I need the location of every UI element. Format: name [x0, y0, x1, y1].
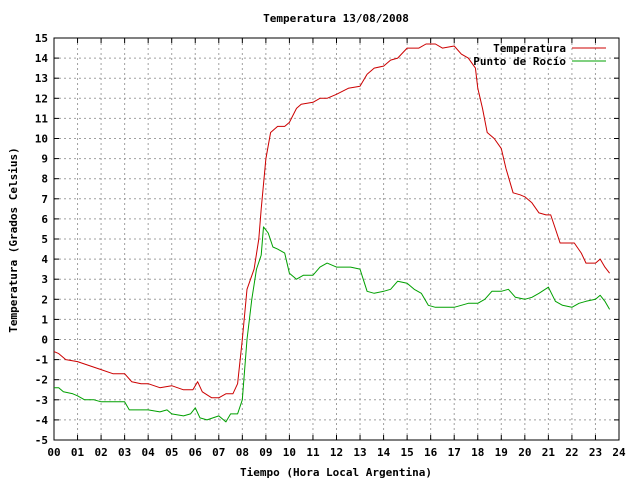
x-tick-label: 23	[589, 446, 602, 459]
y-tick-label: -1	[35, 354, 49, 367]
x-tick-label: 12	[330, 446, 343, 459]
y-tick-label: -4	[35, 414, 49, 427]
y-axis-label: Temperatura (Grados Celsius)	[7, 147, 20, 332]
x-tick-label: 13	[353, 446, 366, 459]
grid	[54, 38, 619, 440]
x-tick-label: 17	[448, 446, 461, 459]
x-tick-label: 06	[189, 446, 203, 459]
x-tick-label: 24	[612, 446, 626, 459]
y-tick-label: -3	[35, 394, 48, 407]
x-tick-label: 14	[377, 446, 391, 459]
y-tick-label: -2	[35, 374, 48, 387]
x-tick-label: 07	[212, 446, 225, 459]
x-tick-labels: 00 01 02 03 04 05 06 07 08 09 10 11 12 13 14 15 16 17 18 19…	[47, 446, 626, 459]
chart-title: Temperatura 13/08/2008	[263, 12, 409, 25]
y-tick-label: 4	[41, 253, 48, 266]
x-tick-label: 21	[542, 446, 556, 459]
y-tick-label: 11	[35, 112, 49, 125]
x-tick-label: 05	[165, 446, 178, 459]
series-line-punto-de-rocio	[54, 226, 611, 423]
y-tick-label: 14	[35, 52, 49, 65]
x-tick-label: 10	[283, 446, 296, 459]
legend: Temperatura Punto de Rocío	[473, 42, 606, 68]
y-tick-label: 1	[41, 313, 48, 326]
x-tick-label: 09	[259, 446, 272, 459]
x-tick-label: 03	[118, 446, 131, 459]
x-tick-label: 04	[142, 446, 156, 459]
y-tick-label: 7	[41, 193, 48, 206]
series	[53, 43, 611, 423]
x-tick-label: 22	[565, 446, 578, 459]
x-tick-label: 18	[471, 446, 484, 459]
y-tick-label: 6	[41, 213, 48, 226]
y-tick-label: 15	[35, 32, 48, 45]
y-tick-label: 0	[41, 334, 48, 347]
y-tick-label: 9	[41, 153, 48, 166]
x-axis-label: Tiempo (Hora Local Argentina)	[240, 466, 432, 479]
x-tick-label: 08	[236, 446, 249, 459]
y-tick-label: 13	[35, 72, 48, 85]
x-tick-label: 15	[401, 446, 414, 459]
x-tick-label: 20	[518, 446, 531, 459]
legend-label-punto-de-rocio: Punto de Rocío	[473, 55, 566, 68]
x-tick-label: 01	[71, 446, 85, 459]
x-tick-label: 16	[424, 446, 438, 459]
axes	[53, 37, 620, 441]
legend-label-temperatura: Temperatura	[493, 42, 566, 55]
y-tick-label: 12	[35, 92, 48, 105]
y-tick-label: 10	[35, 133, 48, 146]
y-tick-label: 3	[41, 273, 48, 286]
y-tick-label: 5	[41, 233, 48, 246]
series-line-temperatura	[53, 43, 610, 399]
x-tick-label: 11	[306, 446, 320, 459]
y-tick-label: 8	[41, 173, 48, 186]
y-tick-label: -5	[35, 434, 48, 447]
x-tick-label: 19	[495, 446, 508, 459]
x-tick-label: 02	[94, 446, 107, 459]
x-tick-label: 00	[47, 446, 60, 459]
y-tick-label: 2	[41, 293, 48, 306]
